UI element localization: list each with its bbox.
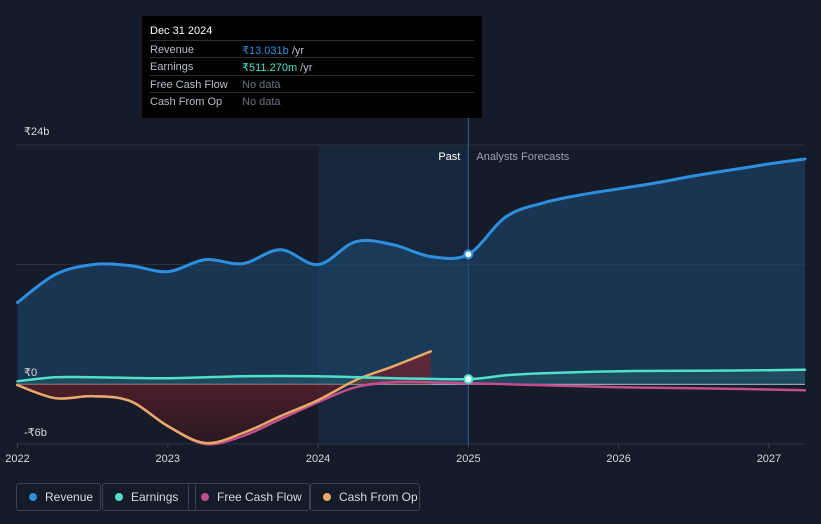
legend-item-free-cash-flow[interactable]: Free Cash Flow <box>188 483 310 511</box>
earnings-area <box>17 369 805 385</box>
y-tick-label: -₹6b <box>24 427 47 439</box>
revenue-line <box>16 157 807 304</box>
x-tick-label: 2022 <box>5 453 29 465</box>
tooltip-row-free-cash-flow: Free Cash Flow No data <box>150 75 474 93</box>
tooltip-label-revenue: Revenue <box>150 44 195 56</box>
tooltip-unit-earnings: /yr <box>297 62 313 74</box>
tooltip-value-free-cash-flow: No data <box>242 79 281 91</box>
legend-label-revenue: Revenue <box>45 490 94 504</box>
cash-from-op-line <box>16 350 433 445</box>
legend-label-cash-from-op: Cash From Op <box>339 490 418 504</box>
legend-label-earnings: Earnings <box>131 490 179 504</box>
tooltip-row-cash-from-op: Cash From Op No data <box>150 92 474 110</box>
legend-dot-free-cash-flow <box>201 493 209 501</box>
x-tick-label: 2025 <box>456 453 480 465</box>
y-tick-label: ₹0 <box>24 367 37 379</box>
x-tick-label: 2026 <box>606 453 630 465</box>
revenue-area <box>17 159 805 385</box>
legend-dot-earnings <box>115 493 123 501</box>
x-tick-label: 2023 <box>156 453 180 465</box>
legend-label-free-cash-flow: Free Cash Flow <box>217 490 302 504</box>
legend-item-cash-from-op[interactable]: Cash From Op <box>310 483 420 511</box>
tooltip-amount-earnings: ₹511.270m <box>242 62 298 74</box>
x-tick-label: 2024 <box>306 453 330 465</box>
tooltip-value-earnings: ₹511.270m /yr <box>242 61 312 74</box>
tooltip-value-cash-from-op: No data <box>242 96 281 108</box>
tooltip-value-revenue: ₹13.031b /yr <box>242 44 304 57</box>
forecast-label: Analysts Forecasts <box>476 151 569 163</box>
revenue-marker <box>463 249 474 260</box>
tooltip-label-earnings: Earnings <box>150 61 194 73</box>
past-label: Past <box>438 151 460 163</box>
earnings-marker <box>463 374 474 385</box>
tooltip-label-free-cash-flow: Free Cash Flow <box>150 79 228 91</box>
legend-item-revenue[interactable]: Revenue <box>16 483 101 511</box>
x-tick-label: 2027 <box>757 453 781 465</box>
tooltip-label-cash-from-op: Cash From Op <box>150 96 223 108</box>
tooltip-date: Dec 31 2024 <box>150 25 213 37</box>
tooltip-row-revenue: Revenue ₹13.031b /yr <box>150 40 474 58</box>
y-tick-label: ₹24b <box>24 126 49 138</box>
tooltip-unit-revenue: /yr <box>288 45 305 57</box>
tooltip-row-earnings: Earnings ₹511.270m /yr <box>150 57 474 75</box>
legend-dot-cash-from-op <box>323 493 331 501</box>
cash-from-op-area <box>17 351 431 444</box>
data-tooltip: Dec 31 2024 Revenue ₹13.031b /yr Earning… <box>142 16 482 118</box>
earnings-line <box>16 368 807 383</box>
tooltip-amount-revenue: ₹13.031b <box>242 45 289 57</box>
legend-dot-revenue <box>29 493 37 501</box>
legend-item-earnings[interactable]: Earnings <box>102 483 196 511</box>
